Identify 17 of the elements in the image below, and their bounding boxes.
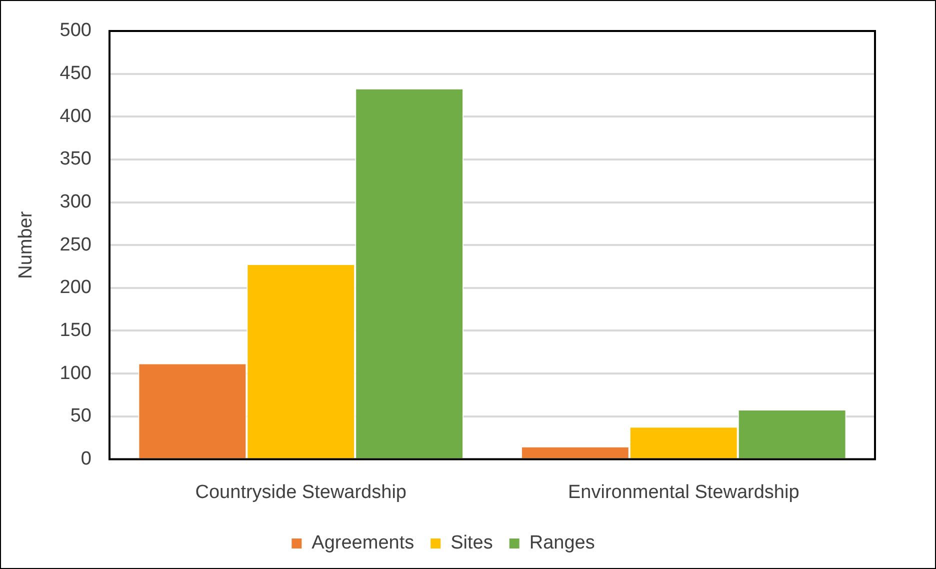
y-tick-label: 50 — [70, 406, 92, 427]
y-tick-label: 0 — [80, 448, 92, 470]
legend-label: Agreements — [312, 532, 414, 554]
y-tick-label: 150 — [60, 320, 92, 341]
legend-label: Sites — [450, 532, 493, 554]
y-tick-label: 200 — [60, 277, 92, 298]
y-tick-label: 100 — [60, 362, 92, 384]
y-tick-label: 250 — [60, 234, 92, 256]
x-tick-label: Countryside Stewardship — [195, 482, 406, 503]
y-tick-label: 350 — [60, 148, 92, 170]
y-tick-label: 300 — [60, 192, 92, 213]
x-tick-label: Environmental Stewardship — [568, 482, 800, 503]
y-tick-label: 500 — [60, 20, 92, 42]
y-tick-label: 450 — [60, 63, 92, 84]
y-tick-label: 400 — [60, 106, 92, 127]
legend-label: Ranges — [529, 532, 595, 554]
y-axis-title: Number — [16, 210, 37, 279]
